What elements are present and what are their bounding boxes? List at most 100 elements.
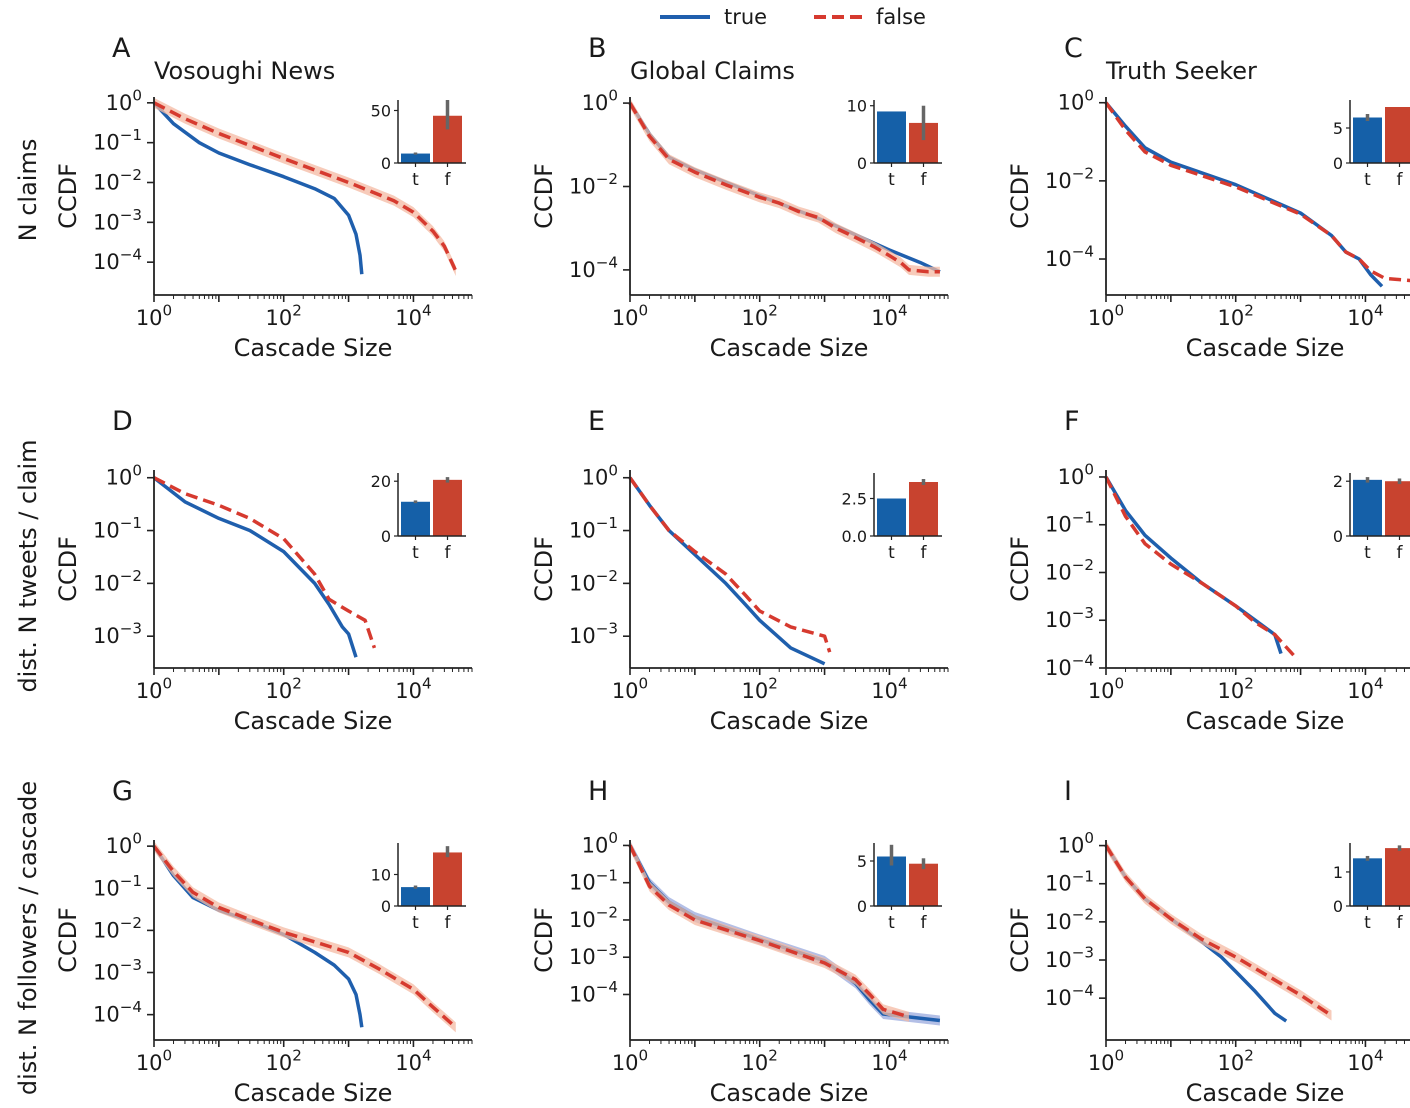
y-axis-label: CCDF — [54, 536, 82, 602]
y-tick-label: 100 — [582, 829, 618, 857]
inset-bar-f — [1385, 107, 1410, 163]
x-tick-label: 100 — [1088, 302, 1124, 330]
inset-bar-t — [401, 887, 430, 906]
y-tick-label: 10−4 — [1045, 243, 1094, 271]
x-tick-label: 100 — [136, 302, 172, 330]
inset-bar-t — [1353, 479, 1382, 536]
y-tick-label: 10−1 — [569, 866, 618, 894]
x-axis-label: Cascade Size — [1186, 334, 1345, 362]
y-tick-label: 10−2 — [93, 914, 142, 942]
x-tick-label: 104 — [1347, 675, 1383, 703]
y-tick-label: 10−2 — [569, 904, 618, 932]
y-tick-label: 10−2 — [1045, 164, 1094, 192]
inset-bar-chart: t f 0 20 — [371, 472, 466, 563]
y-tick-label: 10−4 — [93, 998, 142, 1026]
inset-category-label: f — [1397, 913, 1404, 933]
inset-y-tick-label: 0 — [1333, 527, 1343, 546]
panel-letter: B — [588, 33, 607, 64]
y-tick-label: 10−4 — [93, 246, 142, 274]
series-false — [153, 101, 458, 272]
x-tick-label: 102 — [266, 675, 302, 703]
inset-category-label: f — [1397, 543, 1404, 563]
column-title-1: Vosoughi News — [154, 57, 335, 85]
y-tick-label: 100 — [106, 86, 142, 114]
y-tick-label: 10−4 — [1045, 982, 1094, 1010]
ci-band-false — [630, 840, 909, 1022]
x-tick-label: 104 — [395, 302, 431, 330]
x-tick-label: 104 — [871, 302, 907, 330]
inset-category-label: t — [1364, 170, 1371, 190]
panel-letter: A — [112, 33, 131, 64]
y-tick-label: 100 — [106, 461, 142, 489]
inset-y-tick-label: 1 — [1333, 863, 1343, 882]
inset-category-label: t — [412, 170, 419, 190]
row-label-1: N claims — [14, 139, 42, 242]
inset-bar-t — [401, 501, 430, 536]
panel-letter: E — [588, 406, 605, 437]
x-tick-label: 102 — [742, 675, 778, 703]
y-tick-label: 10−2 — [569, 567, 618, 595]
y-tick-label: 10−1 — [569, 514, 618, 542]
legend-false-label: false — [876, 5, 926, 29]
x-axis-label: Cascade Size — [234, 1079, 393, 1107]
series-false — [628, 102, 940, 274]
inset-y-tick-label: 10 — [847, 97, 867, 116]
panel-a: A 100 102 104 100 10−1 10−2 10−3 10−4 Cascade Siz… — [54, 33, 473, 362]
panel-letter: C — [1064, 33, 1083, 64]
series-true — [152, 845, 364, 1028]
y-tick-label: 10−3 — [569, 620, 618, 648]
series-true — [152, 476, 358, 658]
panel-b: B 100 102 104 100 10−2 10−4 Cascade Size CCDF t f 0… — [530, 33, 949, 362]
x-tick-label: 100 — [1088, 1047, 1124, 1075]
inset-category-label: f — [921, 913, 928, 933]
x-tick-label: 102 — [742, 302, 778, 330]
x-axis-label: Cascade Size — [234, 334, 393, 362]
inset-category-label: t — [888, 170, 895, 190]
x-tick-label: 100 — [136, 675, 172, 703]
panel-c: C 100 102 104 100 10−2 10−4 Cascade Size CCDF t f 0… — [1006, 33, 1410, 362]
ci-band-false — [154, 841, 456, 1033]
inset-bar-f — [1385, 848, 1410, 906]
inset-category-label: f — [445, 543, 452, 563]
column-title-3: Truth Seeker — [1105, 57, 1257, 85]
series-false — [628, 476, 832, 653]
inset-bar-chart: t f 0 1 — [1333, 843, 1410, 933]
inset-category-label: t — [1364, 543, 1371, 563]
x-tick-label: 104 — [871, 1047, 907, 1075]
y-tick-label: 10−3 — [1045, 944, 1094, 972]
y-tick-label: 10−1 — [1045, 867, 1094, 895]
y-tick-label: 10−4 — [1045, 652, 1094, 680]
x-tick-label: 100 — [136, 1047, 172, 1075]
inset-y-tick-label: 0 — [381, 154, 391, 173]
inset-y-tick-label: 0 — [857, 154, 867, 173]
x-axis-label: Cascade Size — [710, 707, 869, 735]
inset-bar-f — [433, 852, 462, 906]
inset-y-tick-label: 5 — [1333, 119, 1343, 138]
y-axis-label: CCDF — [1006, 163, 1034, 229]
x-tick-label: 100 — [612, 1047, 648, 1075]
y-tick-label: 10−3 — [93, 620, 142, 648]
series-false — [628, 844, 910, 1019]
x-tick-label: 104 — [1347, 1047, 1383, 1075]
inset-category-label: f — [445, 170, 452, 190]
panel-f: F 100 102 104 100 10−1 10−2 10−3 10−4 Cascade Siz… — [1006, 406, 1410, 735]
ci-band-false — [154, 97, 456, 277]
inset-y-tick-label: 2.5 — [842, 490, 867, 509]
inset-y-tick-label: 0 — [857, 897, 867, 916]
panel-e: E 100 102 104 100 10−1 10−2 10−3 Cascade Size CCD… — [530, 406, 949, 735]
x-tick-label: 104 — [395, 675, 431, 703]
x-tick-label: 102 — [1218, 302, 1254, 330]
x-tick-label: 102 — [742, 1047, 778, 1075]
inset-bar-t — [1353, 117, 1382, 163]
inset-bar-chart: t f 0 10 — [371, 843, 466, 933]
column-title-2: Global Claims — [630, 57, 795, 85]
x-tick-label: 100 — [1088, 675, 1124, 703]
series-false — [1104, 844, 1333, 1017]
series-true — [152, 101, 364, 275]
y-tick-label: 10−1 — [1045, 508, 1094, 536]
inset-category-label: t — [888, 543, 895, 563]
y-tick-label: 10−4 — [569, 978, 618, 1006]
y-tick-label: 10−2 — [1045, 905, 1094, 933]
inset-category-label: f — [1397, 170, 1404, 190]
